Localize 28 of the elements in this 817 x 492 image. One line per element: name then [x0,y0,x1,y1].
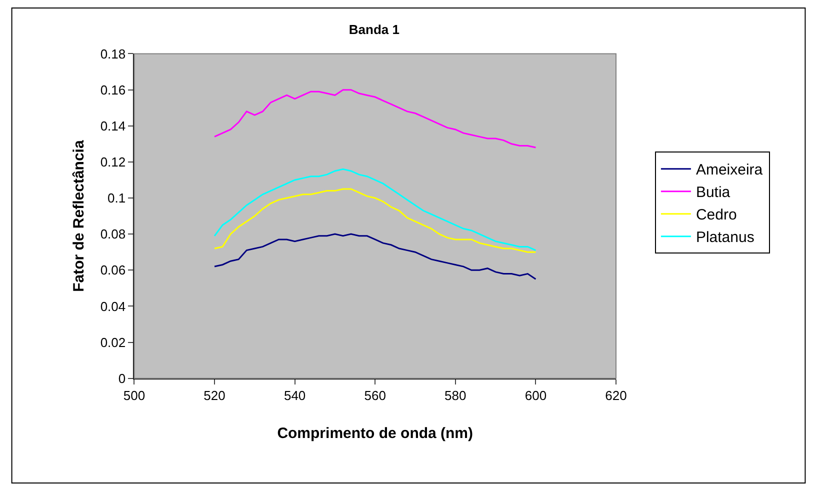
chart-title: Banda 1 [348,22,400,38]
y-tick-label: 0.02 [100,334,126,350]
x-axis-title: Comprimento de onda (nm) [277,424,474,442]
y-tick-label: 0.14 [100,118,126,134]
x-tick-label: 560 [364,388,386,403]
line-series [214,168,536,252]
y-tick-label: 0 [118,370,126,386]
y-tick-label: 0.08 [100,226,126,242]
line-series [214,233,536,280]
x-tick-label: 540 [284,388,306,403]
y-axis-title: Fator de Reflectância [70,140,88,292]
y-tick-label: 0.12 [100,154,126,170]
legend-label: Cedro [696,206,737,224]
x-tick-label: 620 [605,388,627,403]
x-tick-label: 600 [524,388,547,403]
line-series [214,89,536,148]
x-tick-label: 580 [444,388,466,403]
y-tick-label: 0.1 [108,190,126,206]
legend-label: Platanus [696,229,754,246]
line-series [214,188,536,253]
y-tick-label: 0.16 [100,82,126,98]
x-tick-label: 500 [123,388,146,403]
y-tick-label: 0.06 [100,262,126,278]
legend-label: Butia [696,184,731,202]
legend-label: Ameixeira [696,162,764,179]
y-tick-label: 0.04 [100,298,126,314]
y-tick-label: 0.18 [100,46,126,62]
x-tick-label: 520 [204,388,226,403]
